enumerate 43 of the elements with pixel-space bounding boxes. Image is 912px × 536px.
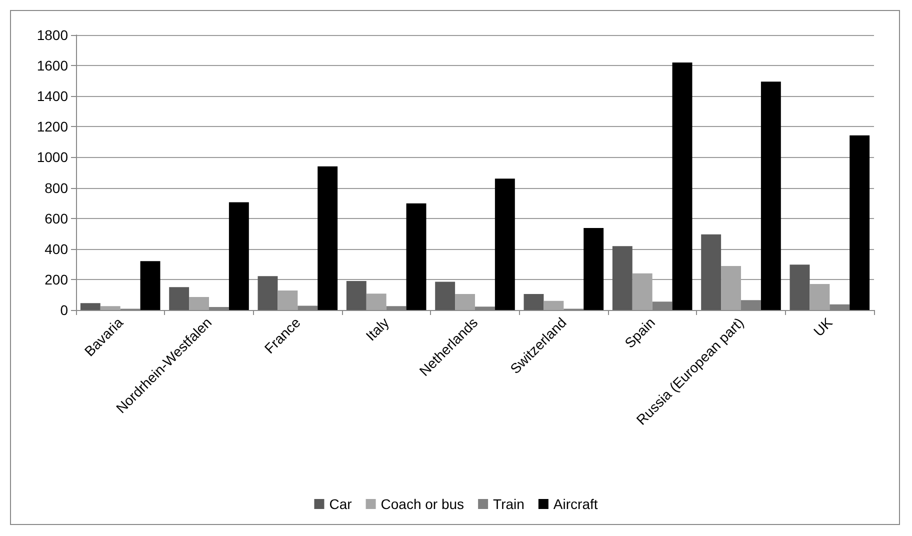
bar (672, 62, 692, 310)
bar (584, 228, 604, 310)
y-tick-label: 400 (44, 240, 68, 257)
y-tick-label: 800 (44, 180, 68, 196)
bar (494, 178, 515, 310)
legend-label: Aircraft (553, 496, 598, 512)
bar (80, 303, 100, 310)
x-tick-label: Italy (362, 314, 392, 344)
bar (258, 276, 278, 310)
bar (366, 294, 386, 310)
bar (189, 297, 209, 310)
bar (524, 294, 544, 310)
legend-label: Car (329, 496, 352, 512)
y-tick-label: 1600 (36, 58, 68, 74)
bar (612, 246, 632, 310)
bar (544, 300, 564, 310)
bar (228, 202, 249, 310)
bar (721, 266, 741, 310)
bar (406, 203, 426, 310)
bar (790, 264, 810, 310)
y-tick-label: 200 (44, 271, 68, 288)
bar (100, 306, 120, 310)
bar (701, 234, 722, 310)
y-tick-label: 1800 (36, 27, 68, 43)
bar (346, 280, 366, 310)
bar (140, 261, 160, 310)
bar (810, 284, 830, 310)
y-tick-label: 1200 (36, 118, 68, 135)
bar (169, 287, 190, 310)
bar (850, 135, 870, 310)
bar (435, 282, 456, 310)
x-tick-label: UK (810, 314, 836, 340)
legend-label: Coach or bus (380, 496, 464, 512)
bar (455, 294, 475, 310)
bar (278, 290, 298, 310)
bar (318, 166, 338, 310)
bar (760, 82, 781, 310)
y-tick-label: 1400 (36, 88, 68, 104)
y-tick-label: 600 (44, 210, 68, 226)
bar (632, 273, 652, 310)
y-tick-label: 1000 (36, 149, 68, 166)
legend-label: Train (493, 496, 524, 512)
y-tick-label: 0 (60, 302, 68, 318)
